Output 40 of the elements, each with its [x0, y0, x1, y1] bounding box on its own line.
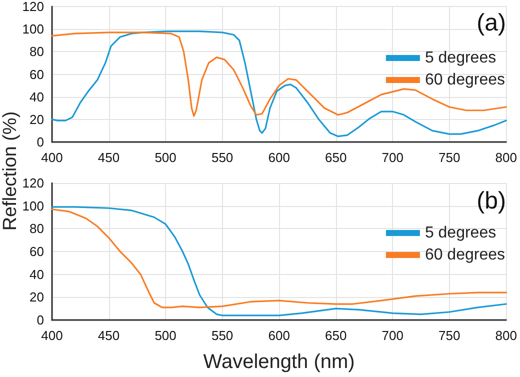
x-tick-label: 800: [495, 150, 518, 165]
x-tick-label: 550: [211, 150, 234, 165]
x-tick-label: 750: [438, 150, 460, 165]
x-tick-label: 700: [382, 150, 404, 165]
x-tick-label: 600: [268, 328, 290, 343]
x-tick-label: 700: [382, 328, 404, 343]
y-tick-label: 100: [22, 22, 44, 37]
annotation: (b): [476, 188, 506, 214]
x-tick-label: 600: [268, 150, 290, 165]
y-tick-label: 20: [30, 112, 44, 127]
legend-label: 5 degrees: [424, 50, 496, 66]
y-tick-label: 60: [30, 66, 44, 82]
legend-label: 60 degrees: [424, 246, 505, 264]
y-axis-title: Reflection (%): [0, 110, 22, 233]
y-tick-label: 100: [22, 198, 44, 214]
x-tick-label: 500: [154, 328, 176, 343]
y-tick-label: 80: [30, 221, 44, 236]
y-tick-label: 60: [30, 244, 44, 259]
x-axis-title: Wavelength (nm): [203, 351, 355, 373]
x-tick-label: 450: [98, 328, 120, 343]
y-tick-label: 120: [22, 0, 44, 14]
y-tick-label: 40: [30, 89, 44, 104]
y-tick-label: 20: [30, 290, 44, 305]
x-tick-label: 400: [41, 328, 63, 343]
y-tick-label: 0: [36, 312, 44, 328]
x-tick-label: 800: [495, 328, 518, 343]
y-tick-label: 40: [30, 266, 44, 282]
x-tick-label: 750: [438, 328, 460, 343]
x-tick-label: 500: [154, 150, 176, 165]
y-tick-label: 80: [30, 44, 44, 60]
x-tick-label: 650: [324, 150, 347, 165]
x-tick-label: 650: [324, 328, 347, 343]
x-tick-label: 400: [41, 150, 63, 165]
y-tick-label: 120: [22, 176, 44, 190]
y-tick-label: 0: [36, 134, 44, 150]
legend-label: 60 degrees: [424, 72, 505, 88]
legend-label: 5 degrees: [424, 224, 496, 242]
annotation: (a): [476, 10, 506, 36]
x-tick-label: 450: [98, 150, 120, 165]
x-tick-label: 550: [211, 328, 234, 343]
